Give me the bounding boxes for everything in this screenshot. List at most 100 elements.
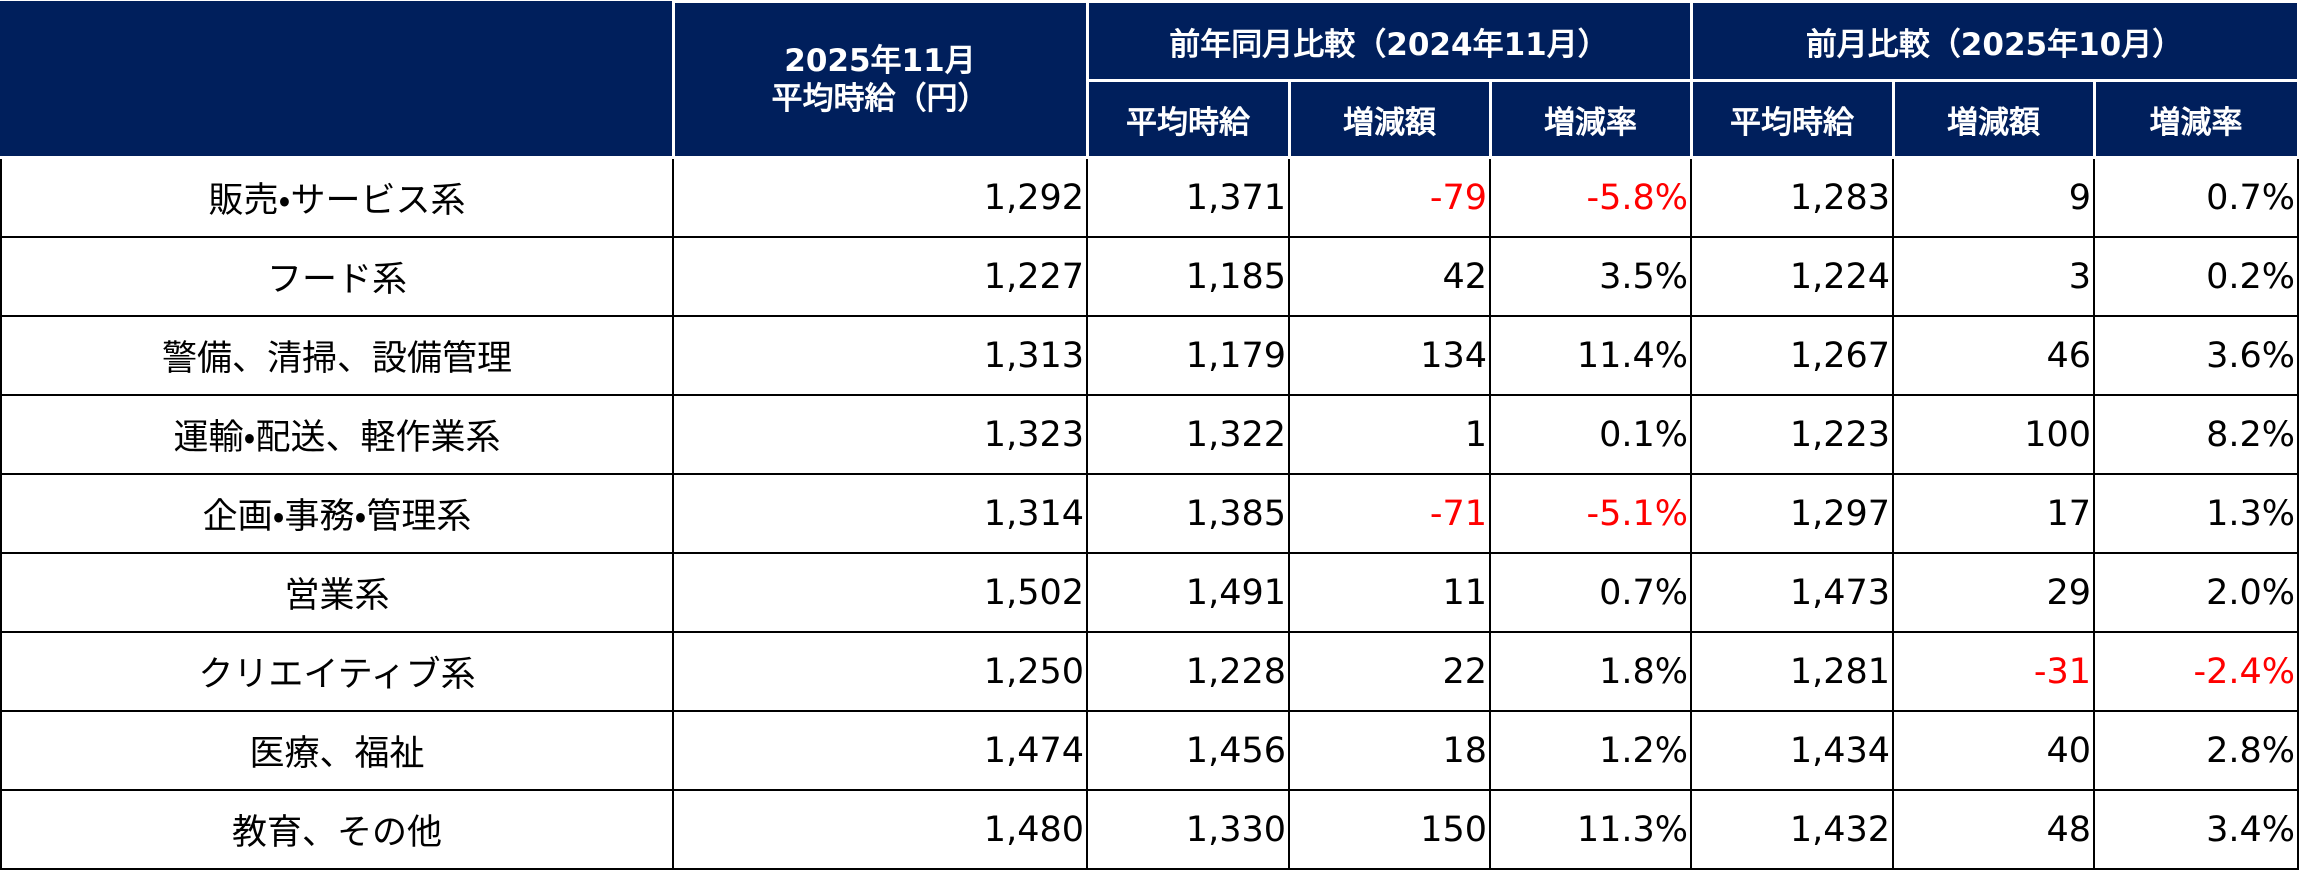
value-cell: -5.1% [1488, 473, 1693, 554]
value-cell: 1,179 [1086, 315, 1290, 396]
value-cell: 3.6% [2093, 315, 2299, 396]
value-cell: 48 [1892, 789, 2096, 870]
value-cell: 1,491 [1086, 552, 1290, 633]
value-cell: 1,385 [1086, 473, 1290, 554]
value-cell: 3 [1892, 236, 2096, 317]
value-cell: 42 [1288, 236, 1491, 317]
value-cell: 40 [1892, 710, 2096, 791]
value-cell: 0.1% [1488, 394, 1693, 475]
group-header: 前月比較（2025年10月） [1689, 0, 2299, 82]
data-row: 運輸・配送、軽作業系 1,323 1,322 1 0.1% 1,223 100 8.2% [0, 394, 2299, 475]
value-cell: 1,185 [1086, 236, 1290, 317]
subheader: 平均時給 [1689, 79, 1895, 159]
value-cell: 1,371 [1086, 156, 1290, 238]
row-label: 企画・事務・管理系 [0, 473, 674, 554]
value-cell: 9 [1892, 156, 2096, 238]
header-line: 平均時給（円） [771, 80, 989, 117]
subheader: 平均時給 [1085, 79, 1291, 159]
value-cell: 11 [1288, 552, 1491, 633]
value-cell: 1,330 [1086, 789, 1290, 870]
data-row: 教育、その他 1,480 1,330 150 11.3% 1,432 48 3.4% [0, 789, 2299, 870]
value-cell: 1,297 [1690, 473, 1895, 554]
value-cell: 134 [1288, 315, 1491, 396]
row-label: 医療、福祉 [0, 710, 674, 791]
table-body: 販売・サービス系 1,292 1,371 -79 -5.8% 1,283 9 0.7% フード系… [0, 156, 2299, 870]
value-cell: 1,267 [1690, 315, 1895, 396]
subheader: 増減率 [2092, 79, 2299, 159]
corner-cell [0, 0, 675, 159]
data-row: 販売・サービス系 1,292 1,371 -79 -5.8% 1,283 9 0.7% [0, 156, 2299, 238]
value-cell: 1,223 [1690, 394, 1895, 475]
subheader: 増減率 [1488, 79, 1693, 159]
value-cell: 1,227 [672, 236, 1088, 317]
value-cell: 1,434 [1690, 710, 1895, 791]
value-cell: 1,473 [1690, 552, 1895, 633]
value-cell: 1,283 [1690, 156, 1895, 238]
value-cell: 1,250 [672, 631, 1088, 712]
value-cell: 1,313 [672, 315, 1088, 396]
value-cell: 1,228 [1086, 631, 1290, 712]
value-cell: 11.3% [1488, 789, 1693, 870]
data-row: 営業系 1,502 1,491 11 0.7% 1,473 29 2.0% [0, 552, 2299, 633]
data-row: 企画・事務・管理系 1,314 1,385 -71 -5.1% 1,297 17 1.3% [0, 473, 2299, 554]
value-cell: 1,322 [1086, 394, 1290, 475]
row-label: クリエイティブ系 [0, 631, 674, 712]
value-cell: 29 [1892, 552, 2096, 633]
value-cell: 3.4% [2093, 789, 2299, 870]
value-cell: 1,224 [1690, 236, 1895, 317]
value-cell: -5.8% [1488, 156, 1693, 238]
data-row: フード系 1,227 1,185 42 3.5% 1,224 3 0.2% [0, 236, 2299, 317]
value-cell: 11.4% [1488, 315, 1693, 396]
value-cell: 1,314 [672, 473, 1088, 554]
row-label: 営業系 [0, 552, 674, 633]
value-cell: 2.0% [2093, 552, 2299, 633]
value-cell: 100 [1892, 394, 2096, 475]
value-cell: 0.2% [2093, 236, 2299, 317]
value-cell: 150 [1288, 789, 1491, 870]
value-cell: 1,502 [672, 552, 1088, 633]
row-label: 教育、その他 [0, 789, 674, 870]
row-label: 販売・サービス系 [0, 156, 674, 238]
value-cell: 1,480 [672, 789, 1088, 870]
value-cell: -2.4% [2093, 631, 2299, 712]
value-cell: 1 [1288, 394, 1491, 475]
data-row: クリエイティブ系 1,250 1,228 22 1.8% 1,281 -31 -2.4% [0, 631, 2299, 712]
value-cell: 8.2% [2093, 394, 2299, 475]
value-cell: 1,456 [1086, 710, 1290, 791]
row-label: フード系 [0, 236, 674, 317]
subheader: 増減額 [1891, 79, 2096, 159]
table-header: 2025年11月 平均時給（円） 前年同月比較（2024年11月） 前月比較（2… [0, 0, 2299, 159]
value-cell: 1,292 [672, 156, 1088, 238]
value-cell: 1.8% [1488, 631, 1693, 712]
value-cell: 1,323 [672, 394, 1088, 475]
value-cell: -71 [1288, 473, 1491, 554]
value-cell: 46 [1892, 315, 2096, 396]
value-cell: 0.7% [2093, 156, 2299, 238]
row-label: 運輸・配送、軽作業系 [0, 394, 674, 475]
value-cell: 1,281 [1690, 631, 1895, 712]
value-cell: 17 [1892, 473, 2096, 554]
header-line: 2025年11月 [784, 42, 976, 79]
value-cell: -31 [1892, 631, 2096, 712]
value-cell: 2.8% [2093, 710, 2299, 791]
subheader: 増減額 [1287, 79, 1492, 159]
value-cell: -79 [1288, 156, 1491, 238]
value-cell: 1.3% [2093, 473, 2299, 554]
value-cell: 22 [1288, 631, 1491, 712]
current-header: 2025年11月 平均時給（円） [671, 0, 1089, 159]
value-cell: 18 [1288, 710, 1491, 791]
row-label: 警備、清掃、設備管理 [0, 315, 674, 396]
group-header: 前年同月比較（2024年11月） [1085, 0, 1693, 82]
subheader-row: 平均時給 増減額 増減率 平均時給 増減額 増減率 [1, 79, 2299, 159]
header-row: 2025年11月 平均時給（円） 前年同月比較（2024年11月） 前月比較（2… [0, 0, 2299, 159]
data-row: 医療、福祉 1,474 1,456 18 1.2% 1,434 40 2.8% [0, 710, 2299, 791]
value-cell: 0.7% [1488, 552, 1693, 633]
value-cell: 1.2% [1488, 710, 1693, 791]
value-cell: 3.5% [1488, 236, 1693, 317]
value-cell: 1,474 [672, 710, 1088, 791]
data-row: 警備、清掃、設備管理 1,313 1,179 134 11.4% 1,267 46 3.6% [0, 315, 2299, 396]
value-cell: 1,432 [1690, 789, 1895, 870]
